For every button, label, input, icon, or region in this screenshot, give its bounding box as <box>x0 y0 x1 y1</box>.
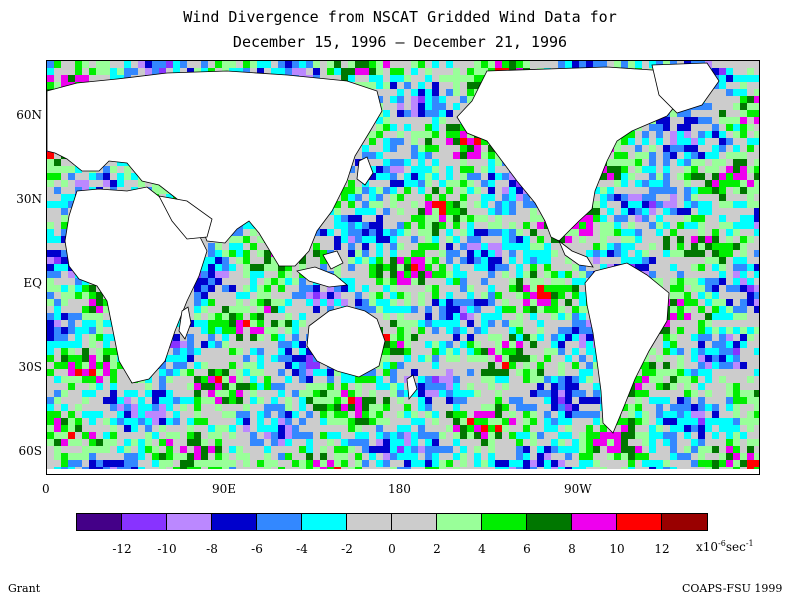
footer-author: Grant <box>8 582 41 595</box>
colorbar-tick-label: -12 <box>112 542 132 556</box>
land-masses <box>47 62 759 474</box>
colorbar-tick-label: -8 <box>206 542 218 556</box>
colorbar-swatch <box>167 514 212 530</box>
lat-label-eq: EQ <box>23 276 42 290</box>
colorbar-tick-label: 12 <box>654 542 670 556</box>
divergence-map <box>46 60 760 475</box>
lon-label-90w: 90W <box>564 482 592 496</box>
central-america-land <box>558 239 594 268</box>
units-exponent: -6 <box>718 539 726 548</box>
colorbar-swatch <box>617 514 662 530</box>
colorbar <box>76 513 708 531</box>
colorbar-swatch <box>482 514 527 530</box>
units-base: x10 <box>696 540 719 554</box>
newzealand-land <box>406 374 418 401</box>
greenland-land <box>651 62 720 114</box>
colorbar-tick-label: 0 <box>388 542 396 556</box>
colorbar-swatch <box>122 514 167 530</box>
lon-label-90e: 90E <box>212 482 237 496</box>
australia-land <box>306 305 386 378</box>
eurasia-land <box>47 70 383 267</box>
colorbar-swatch <box>662 514 707 530</box>
borneo-land <box>322 250 344 270</box>
madagascar-land <box>178 306 192 340</box>
map-canvas <box>47 61 759 474</box>
arabia-land <box>158 195 213 240</box>
south-america-land <box>584 262 670 434</box>
lat-label-60s: 60S <box>18 444 43 458</box>
colorbar-tick-label: 10 <box>609 542 625 556</box>
colorbar-swatch <box>257 514 302 530</box>
map-title-line1: Wind Divergence from NSCAT Gridded Wind … <box>183 8 617 26</box>
lat-label-30n: 30N <box>16 192 42 206</box>
colorbar-tick-label: -6 <box>251 542 263 556</box>
lat-label-30s: 30S <box>18 360 43 374</box>
colorbar-units: x10-6sec-1 <box>696 539 754 554</box>
colorbar-swatch <box>302 514 347 530</box>
lon-label-180: 180 <box>388 482 411 496</box>
colorbar-tick-label: -2 <box>341 542 353 556</box>
colorbar-swatch <box>437 514 482 530</box>
indonesia-land <box>296 266 348 288</box>
colorbar-swatch <box>392 514 437 530</box>
japan-land <box>356 156 374 186</box>
units-tail: sec <box>725 540 746 554</box>
colorbar-tick-label: -10 <box>157 542 177 556</box>
colorbar-tick-label: 8 <box>568 542 576 556</box>
colorbar-swatch <box>527 514 572 530</box>
map-title-line2: December 15, 1996 – December 21, 1996 <box>232 33 568 51</box>
colorbar-swatch <box>77 514 122 530</box>
antarctica-land <box>47 469 759 474</box>
colorbar-swatch <box>212 514 257 530</box>
colorbar-swatch <box>572 514 617 530</box>
lon-label-0: 0 <box>42 482 50 496</box>
units-exponent2: -1 <box>745 539 754 548</box>
colorbar-tick-label: -4 <box>296 542 308 556</box>
colorbar-tick-label: 6 <box>523 542 531 556</box>
lat-label-60n: 60N <box>16 108 42 122</box>
colorbar-tick-label: 2 <box>433 542 441 556</box>
colorbar-tick-label: 4 <box>478 542 486 556</box>
footer-credit: COAPS-FSU 1999 <box>682 582 783 595</box>
colorbar-swatch <box>347 514 392 530</box>
